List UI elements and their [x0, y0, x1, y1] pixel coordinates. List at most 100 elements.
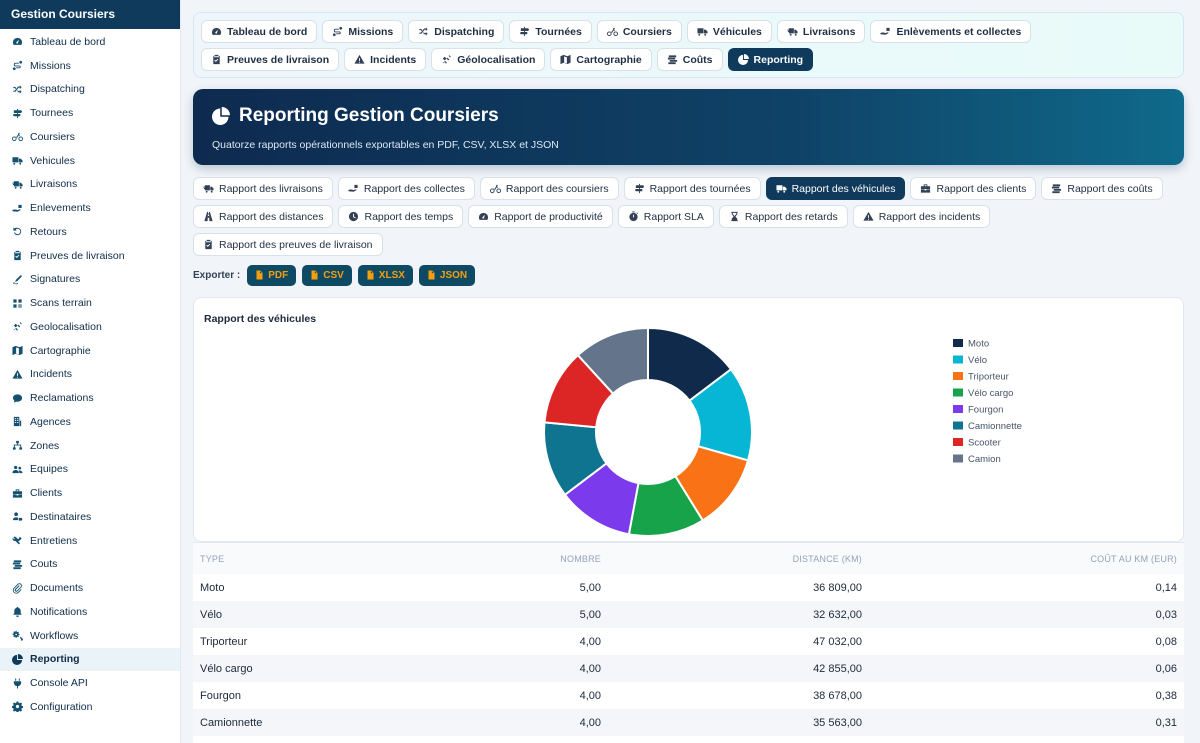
- legend-item-camion[interactable]: Camion: [953, 454, 1001, 465]
- sidebar-item-icon: [12, 678, 23, 689]
- sidebar-item-zones[interactable]: Zones: [0, 434, 180, 458]
- report-tab-0[interactable]: Rapport des livraisons: [193, 177, 333, 200]
- sidebar-item-notifications[interactable]: Notifications: [0, 600, 180, 624]
- sidebar-item-signatures[interactable]: Signatures: [0, 268, 180, 292]
- column-header[interactable]: Coût au km (EUR): [1090, 553, 1177, 564]
- export-pdf-button[interactable]: PDF: [247, 264, 297, 286]
- column-header[interactable]: Type: [200, 553, 225, 564]
- bicycle-icon: [606, 27, 618, 37]
- clipboard-check-icon: [14, 251, 21, 261]
- sidebar-item-reclamations[interactable]: Reclamations: [0, 386, 180, 410]
- sidebar-item-label: Equipes: [30, 463, 68, 476]
- report-tab-label: Rapport des preuves de livraison: [219, 238, 373, 251]
- legend-item-vélo[interactable]: Vélo: [953, 355, 987, 366]
- report-tab-10[interactable]: Rapport SLA: [617, 205, 714, 228]
- column-header[interactable]: Distance (km): [792, 553, 862, 564]
- sidebar-item-label: Couts: [30, 558, 58, 571]
- report-tab-label: Rapport des coursiers: [505, 182, 609, 195]
- topnav-tab-2[interactable]: Dispatching: [408, 20, 505, 43]
- legend-item-vélo-cargo[interactable]: Vélo cargo: [953, 388, 1013, 399]
- sidebar-item-incidents[interactable]: Incidents: [0, 363, 180, 387]
- sidebar-item-couts[interactable]: Couts: [0, 553, 180, 577]
- topnav-tab-4[interactable]: Coursiers: [596, 20, 682, 43]
- export-json-button[interactable]: JSON: [418, 264, 476, 286]
- topnav-tab-12[interactable]: Coûts: [656, 48, 723, 71]
- table-cell: 0,14: [1155, 581, 1177, 594]
- topnav-tab-1[interactable]: Missions: [322, 20, 404, 43]
- sidebar-item-retours[interactable]: Retours: [0, 220, 180, 244]
- table-cell: 36 809,00: [813, 581, 862, 594]
- topnav-tab-9[interactable]: Incidents: [344, 48, 427, 71]
- report-tab-11[interactable]: Rapport des retards: [718, 205, 848, 228]
- report-tab-3[interactable]: Rapport des tournées: [623, 177, 761, 200]
- topnav-tab-10[interactable]: Géolocalisation: [431, 48, 546, 71]
- report-tab-7[interactable]: Rapport des distances: [193, 205, 334, 228]
- legend-swatch: [953, 355, 963, 364]
- report-tab-12[interactable]: Rapport des incidents: [852, 205, 991, 228]
- topnav-tab-13[interactable]: Reporting: [727, 48, 814, 71]
- sidebar-item-geolocalisation[interactable]: Geolocalisation: [0, 315, 180, 339]
- sidebar-item-label: Tableau de bord: [30, 35, 106, 48]
- report-tab-4[interactable]: Rapport des véhicules: [765, 177, 906, 200]
- sidebar-item-equipes[interactable]: Equipes: [0, 458, 180, 482]
- sidebar-item-tournees[interactable]: Tournees: [0, 101, 180, 125]
- topnav-tab-11[interactable]: Cartographie: [550, 48, 652, 71]
- sidebar-item-label: Documents: [30, 582, 84, 595]
- sidebar-item-documents[interactable]: Documents: [0, 576, 180, 600]
- topnav-tab-5[interactable]: Véhicules: [686, 20, 772, 43]
- report-tab-2[interactable]: Rapport des coursiers: [479, 177, 619, 200]
- file-icon: [311, 270, 318, 280]
- sidebar-item-enlevements[interactable]: Enlevements: [0, 196, 180, 220]
- report-tab-9[interactable]: Rapport de productivité: [468, 205, 613, 228]
- topnav-tab-7[interactable]: Enlèvements et collectes: [870, 20, 1032, 43]
- report-tab-1[interactable]: Rapport des collectes: [337, 177, 475, 200]
- export-csv-button[interactable]: CSV: [302, 264, 352, 286]
- sidebar-item-icon: [12, 298, 23, 309]
- sidebar-item-console-api[interactable]: Console API: [0, 671, 180, 695]
- topnav-tab-6[interactable]: Livraisons: [776, 20, 866, 43]
- legend-item-fourgon[interactable]: Fourgon: [953, 405, 1003, 416]
- legend-item-moto[interactable]: Moto: [953, 339, 989, 350]
- legend-label: Camionnette: [968, 421, 1022, 432]
- topnav-tab-0[interactable]: Tableau de bord: [201, 20, 318, 43]
- topnav-tab-8[interactable]: Preuves de livraison: [201, 48, 340, 71]
- sidebar-item-tableau-de-bord[interactable]: Tableau de bord: [0, 30, 180, 54]
- sidebar-item-vehicules[interactable]: Vehicules: [0, 149, 180, 173]
- table-cell: 42 855,00: [813, 662, 862, 675]
- topnav-tab-label: Enlèvements et collectes: [896, 25, 1022, 38]
- hand-package-icon: [880, 27, 891, 35]
- legend-item-camionnette[interactable]: Camionnette: [953, 421, 1022, 432]
- donut-slice-camion[interactable]: [576, 326, 649, 395]
- sidebar-item-workflows[interactable]: Workflows: [0, 624, 180, 648]
- topnav-tab-3[interactable]: Tournées: [509, 20, 592, 43]
- route-icon: [333, 26, 343, 37]
- sidebar-item-entretiens[interactable]: Entretiens: [0, 529, 180, 553]
- sidebar-item-icon: [12, 393, 23, 404]
- sidebar-item-scans-terrain[interactable]: Scans terrain: [0, 291, 180, 315]
- sidebar-item-configuration[interactable]: Configuration: [0, 695, 180, 719]
- sidebar-item-cartographie[interactable]: Cartographie: [0, 339, 180, 363]
- sidebar-item-dispatching[interactable]: Dispatching: [0, 78, 180, 102]
- sidebar-item-destinataires[interactable]: Destinataires: [0, 505, 180, 529]
- sidebar-item-label: Configuration: [30, 700, 93, 713]
- sidebar-item-icon: [12, 511, 23, 522]
- report-tab-5[interactable]: Rapport des clients: [910, 177, 1037, 200]
- column-header[interactable]: Nombre: [560, 553, 601, 564]
- report-tab-8[interactable]: Rapport des temps: [338, 205, 464, 228]
- report-tab-13[interactable]: Rapport des preuves de livraison: [193, 233, 383, 256]
- chart-title: Rapport des véhicules: [204, 313, 317, 325]
- table-cell: 0,31: [1155, 716, 1177, 729]
- export-xlsx-button[interactable]: XLSX: [357, 264, 413, 286]
- sidebar-item-reporting[interactable]: Reporting: [0, 647, 180, 672]
- sidebar-item-agences[interactable]: Agences: [0, 410, 180, 434]
- sidebar-item-missions[interactable]: Missions: [0, 54, 180, 78]
- report-tab-6[interactable]: Rapport des coûts: [1041, 177, 1163, 200]
- sidebar-item-icon: [12, 60, 23, 71]
- sidebar-item-livraisons[interactable]: Livraisons: [0, 173, 180, 197]
- legend-item-triporteur[interactable]: Triporteur: [953, 372, 1009, 383]
- sidebar-item-preuves-de-livraison[interactable]: Preuves de livraison: [0, 244, 180, 268]
- sidebar-item-coursiers[interactable]: Coursiers: [0, 125, 180, 149]
- sidebar-item-clients[interactable]: Clients: [0, 481, 180, 505]
- legend-item-scooter[interactable]: Scooter: [953, 438, 1001, 449]
- sidebar-item-label: Retours: [30, 225, 67, 238]
